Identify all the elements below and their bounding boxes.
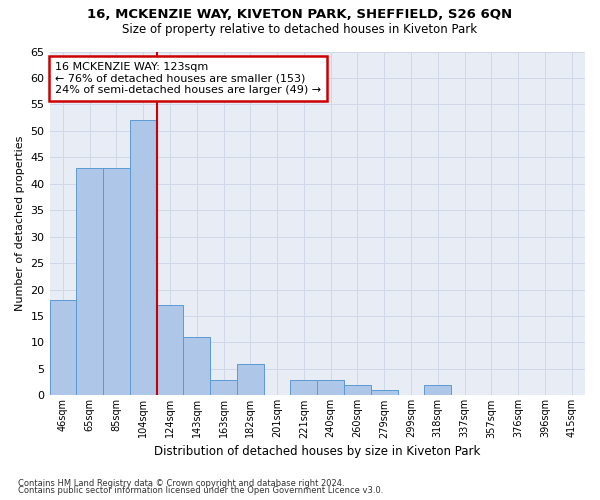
Bar [50, 300, 76, 396]
X-axis label: Distribution of detached houses by size in Kiveton Park: Distribution of detached houses by size … [154, 444, 481, 458]
Bar [210, 380, 237, 396]
Bar [424, 385, 451, 396]
Bar [344, 385, 371, 396]
Bar [157, 306, 184, 396]
Bar [290, 380, 317, 396]
Text: Contains HM Land Registry data © Crown copyright and database right 2024.: Contains HM Land Registry data © Crown c… [18, 478, 344, 488]
Bar [184, 337, 210, 396]
Text: 16, MCKENZIE WAY, KIVETON PARK, SHEFFIELD, S26 6QN: 16, MCKENZIE WAY, KIVETON PARK, SHEFFIEL… [88, 8, 512, 20]
Bar [237, 364, 264, 396]
Bar [130, 120, 157, 396]
Text: 16 MCKENZIE WAY: 123sqm
← 76% of detached houses are smaller (153)
24% of semi-d: 16 MCKENZIE WAY: 123sqm ← 76% of detache… [55, 62, 321, 95]
Y-axis label: Number of detached properties: Number of detached properties [15, 136, 25, 311]
Bar [76, 168, 103, 396]
Bar [371, 390, 398, 396]
Text: Contains public sector information licensed under the Open Government Licence v3: Contains public sector information licen… [18, 486, 383, 495]
Text: Size of property relative to detached houses in Kiveton Park: Size of property relative to detached ho… [122, 22, 478, 36]
Bar [317, 380, 344, 396]
Bar [103, 168, 130, 396]
